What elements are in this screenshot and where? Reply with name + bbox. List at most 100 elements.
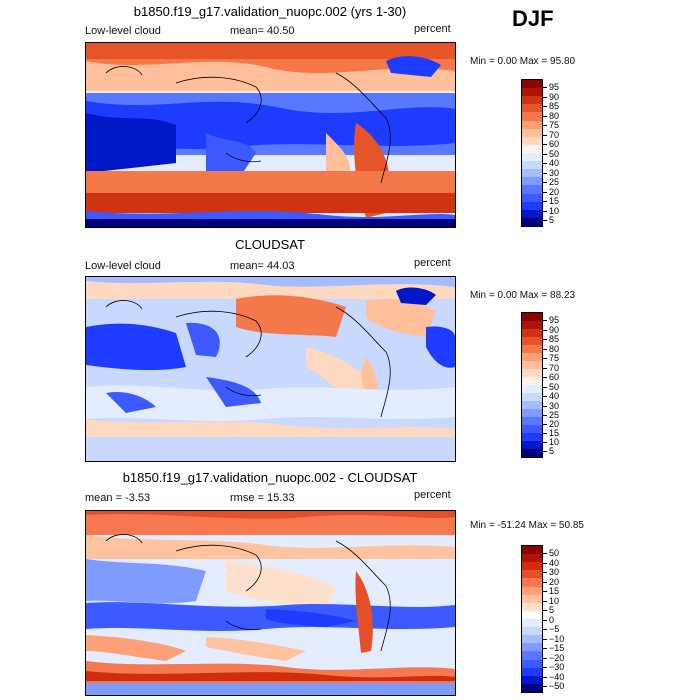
colorbar-swatch bbox=[522, 201, 542, 210]
colorbar-tick: 10 bbox=[542, 437, 560, 447]
colorbar-swatch bbox=[522, 441, 542, 449]
colorbar-tick: 5 bbox=[542, 605, 555, 615]
colorbar-swatch bbox=[522, 209, 542, 218]
colorbar-tick: 30 bbox=[542, 567, 560, 577]
colorbar-swatch bbox=[522, 409, 542, 417]
colorbar-tick: −50 bbox=[542, 681, 565, 691]
panel-2-minmax: Min = 0.00 Max = 88.23 bbox=[470, 290, 576, 301]
colorbar-tick: −30 bbox=[542, 662, 565, 672]
panel-2-colorbar bbox=[521, 312, 543, 458]
colorbar-tick: 80 bbox=[542, 344, 560, 354]
colorbar-tick: 50 bbox=[542, 149, 560, 159]
colorbar-tick: 5 bbox=[542, 215, 555, 225]
colorbar-swatch bbox=[522, 361, 542, 369]
colorbar-swatch bbox=[522, 104, 542, 113]
colorbar-tick: 20 bbox=[542, 187, 560, 197]
colorbar-tick: 30 bbox=[542, 168, 560, 178]
colorbar-swatch bbox=[522, 385, 542, 393]
colorbar-swatch bbox=[522, 377, 542, 385]
panel-1-variable-label: Low-level cloud bbox=[85, 25, 161, 37]
colorbar-tick: 40 bbox=[542, 391, 560, 401]
colorbar-tick: 75 bbox=[542, 353, 560, 363]
colorbar-swatch bbox=[522, 393, 542, 401]
colorbar-swatch bbox=[522, 329, 542, 337]
panel-2-map-field bbox=[86, 277, 455, 461]
panel-1-colorbar bbox=[521, 79, 543, 227]
colorbar-tick: 15 bbox=[542, 196, 560, 206]
colorbar-swatch bbox=[522, 321, 542, 329]
colorbar-swatch bbox=[522, 586, 542, 595]
colorbar-tick: 15 bbox=[542, 586, 560, 596]
colorbar-swatch bbox=[522, 667, 542, 676]
colorbar-tick: 90 bbox=[542, 92, 560, 102]
colorbar-swatch bbox=[522, 128, 542, 137]
panel-2-variable-label: Low-level cloud bbox=[85, 260, 161, 272]
colorbar-tick: 10 bbox=[542, 596, 560, 606]
colorbar-tick: 50 bbox=[542, 382, 560, 392]
colorbar-tick: 15 bbox=[542, 428, 560, 438]
colorbar-swatch bbox=[522, 546, 542, 555]
colorbar-tick: −10 bbox=[542, 634, 565, 644]
colorbar-swatch bbox=[522, 345, 542, 353]
panel-1-map bbox=[85, 42, 456, 228]
colorbar-swatch bbox=[522, 602, 542, 611]
panel-2-colorbar-ticks: 95 90 85 80 75 70 60 50 40 30 25 20 15 1… bbox=[542, 312, 579, 458]
colorbar-swatch bbox=[522, 610, 542, 619]
colorbar-swatch bbox=[522, 683, 542, 692]
colorbar-tick: 60 bbox=[542, 372, 560, 382]
colorbar-swatch bbox=[522, 353, 542, 361]
colorbar-swatch bbox=[522, 643, 542, 652]
panel-3-mean: mean = -3.53 bbox=[85, 492, 151, 504]
colorbar-swatch bbox=[522, 144, 542, 153]
colorbar-tick: 40 bbox=[542, 158, 560, 168]
colorbar-swatch bbox=[522, 112, 542, 121]
colorbar-tick: 40 bbox=[542, 558, 560, 568]
colorbar-tick: 70 bbox=[542, 130, 560, 140]
colorbar-tick: 20 bbox=[542, 577, 560, 587]
colorbar-tick: −5 bbox=[542, 624, 560, 634]
colorbar-tick: −15 bbox=[542, 643, 565, 653]
panel-3-units: percent bbox=[414, 489, 451, 501]
panel-2-mean: mean= 44.03 bbox=[230, 260, 295, 272]
colorbar-swatch bbox=[522, 627, 542, 636]
colorbar-swatch bbox=[522, 651, 542, 660]
colorbar-swatch bbox=[522, 570, 542, 579]
colorbar-swatch bbox=[522, 96, 542, 105]
colorbar-swatch bbox=[522, 88, 542, 97]
colorbar-swatch bbox=[522, 635, 542, 644]
panel-2-title: CLOUDSAT bbox=[235, 237, 305, 252]
colorbar-swatch bbox=[522, 337, 542, 345]
colorbar-swatch bbox=[522, 185, 542, 194]
colorbar-swatch bbox=[522, 136, 542, 145]
panel-1-colorbar-ticks: 95 90 85 80 75 70 60 50 40 30 25 20 15 1… bbox=[542, 79, 579, 227]
colorbar-swatch bbox=[522, 449, 542, 457]
panel-1-minmax: Min = 0.00 Max = 95.80 bbox=[470, 56, 576, 67]
colorbar-tick: −20 bbox=[542, 653, 565, 663]
panel-3-minmax: Min = -51.24 Max = 50.85 bbox=[470, 520, 584, 531]
colorbar-swatch bbox=[522, 169, 542, 178]
colorbar-swatch bbox=[522, 161, 542, 170]
colorbar-swatch bbox=[522, 675, 542, 684]
panel-3-rmse: rmse = 15.33 bbox=[230, 492, 295, 504]
colorbar-tick: 5 bbox=[542, 446, 555, 456]
colorbar-tick: 80 bbox=[542, 111, 560, 121]
colorbar-swatch bbox=[522, 578, 542, 587]
colorbar-tick: 10 bbox=[542, 206, 560, 216]
colorbar-swatch bbox=[522, 554, 542, 563]
colorbar-tick: 95 bbox=[542, 315, 560, 325]
panel-3-colorbar bbox=[521, 545, 543, 693]
colorbar-swatch bbox=[522, 425, 542, 433]
colorbar-swatch bbox=[522, 80, 542, 89]
colorbar-tick: 85 bbox=[542, 334, 560, 344]
colorbar-tick: 50 bbox=[542, 548, 560, 558]
colorbar-tick: 20 bbox=[542, 419, 560, 429]
season-label: DJF bbox=[512, 6, 554, 31]
colorbar-tick: 85 bbox=[542, 101, 560, 111]
colorbar-swatch bbox=[522, 562, 542, 571]
colorbar-tick: 25 bbox=[542, 177, 560, 187]
colorbar-swatch bbox=[522, 433, 542, 441]
colorbar-swatch bbox=[522, 313, 542, 321]
colorbar-tick: 95 bbox=[542, 82, 560, 92]
panel-1-units: percent bbox=[414, 23, 451, 35]
panel-1-title: b1850.f19_g17.validation_nuopc.002 (yrs … bbox=[133, 4, 407, 19]
